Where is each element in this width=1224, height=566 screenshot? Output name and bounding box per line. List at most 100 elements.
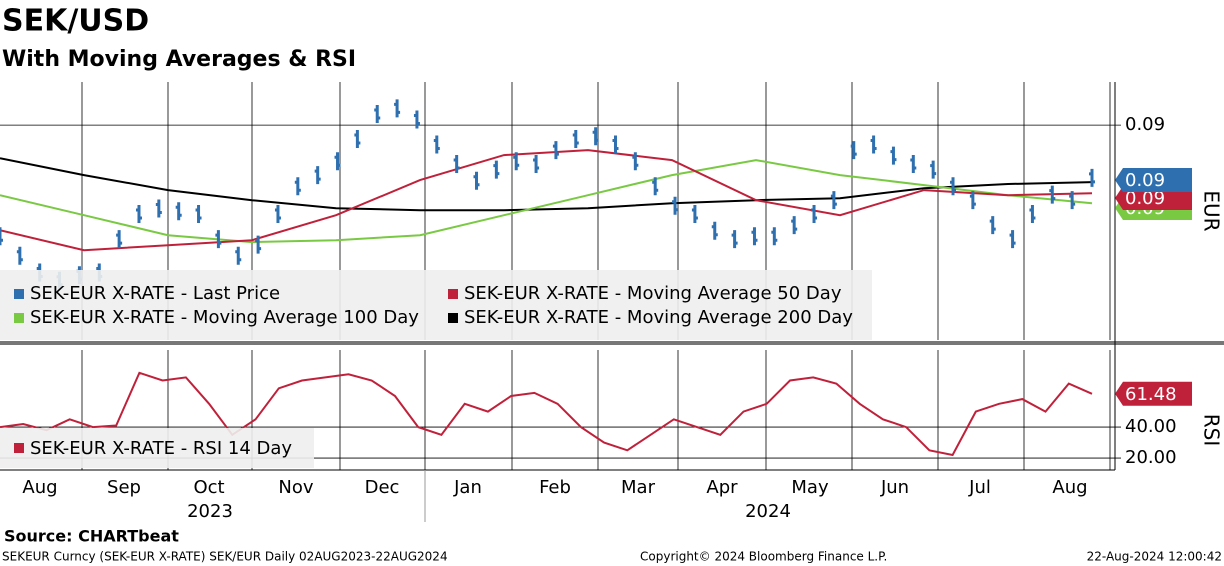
price-bar xyxy=(890,146,897,165)
price-bar xyxy=(334,152,341,171)
price-bar xyxy=(533,155,540,174)
legend-label: SEK-EUR X-RATE - Last Price xyxy=(30,283,280,304)
price-bar xyxy=(592,127,599,146)
price-bar xyxy=(215,230,222,249)
footer-left: SEKEUR Curncy (SEK-EUR X-RATE) SEK/EUR D… xyxy=(2,550,448,564)
price-bar xyxy=(1069,191,1076,210)
axis-label: EUR xyxy=(1200,190,1224,231)
price-bar xyxy=(274,205,281,224)
legend-label: SEK-EUR X-RATE - Moving Average 100 Day xyxy=(30,307,419,328)
price-bar xyxy=(155,199,162,218)
price-bar xyxy=(830,191,837,210)
x-tick-label: May xyxy=(791,477,829,498)
value-box xyxy=(1115,381,1192,406)
ma-line xyxy=(0,159,1093,244)
price-bar xyxy=(354,129,361,148)
legend-swatch xyxy=(14,443,24,453)
price-bar xyxy=(413,110,420,129)
year-label: 2023 xyxy=(187,501,233,522)
legend-box xyxy=(0,270,872,340)
price-bar xyxy=(652,177,659,196)
price-bar xyxy=(195,205,202,224)
legend-label: SEK-EUR X-RATE - Moving Average 200 Day xyxy=(464,307,853,328)
price-bar xyxy=(989,216,996,235)
price-bar xyxy=(672,196,679,215)
price-bar xyxy=(811,205,818,224)
x-tick-label: Mar xyxy=(621,477,656,498)
x-tick-label: Aug xyxy=(22,477,57,498)
price-bar xyxy=(751,227,758,246)
price-bar xyxy=(1089,168,1095,187)
price-bar xyxy=(374,104,381,123)
price-bar xyxy=(771,227,778,246)
source: Source: CHARTbeat xyxy=(4,527,179,546)
x-tick-label: Jun xyxy=(880,477,909,498)
price-bar xyxy=(711,221,718,240)
x-tick-label: Jul xyxy=(968,477,991,498)
legend-swatch xyxy=(14,289,24,299)
legend-swatch xyxy=(448,289,458,299)
legend-label: SEK-EUR X-RATE - Moving Average 50 Day xyxy=(464,283,842,304)
price-bar xyxy=(473,171,480,190)
price-bar xyxy=(850,141,857,160)
rsi-line xyxy=(0,371,1093,457)
value-box-label: 0.09 xyxy=(1125,170,1165,191)
footer-center: Copyright© 2024 Bloomberg Finance L.P. xyxy=(640,550,887,564)
ma-line xyxy=(0,157,1093,212)
value-box xyxy=(1115,168,1192,192)
x-tick-label: Jan xyxy=(453,477,482,498)
x-tick-label: Sep xyxy=(107,477,141,498)
x-tick-label: Apr xyxy=(706,477,738,498)
x-tick-label: Oct xyxy=(193,477,224,498)
price-bar xyxy=(16,246,23,265)
price-bar xyxy=(691,205,698,224)
price-bar xyxy=(135,205,142,224)
price-bar xyxy=(731,230,738,249)
price-bar xyxy=(116,230,123,249)
price-bar xyxy=(255,235,262,254)
legend-swatch xyxy=(448,313,458,323)
title: SEK/USD xyxy=(2,4,149,39)
x-tick-label: Feb xyxy=(539,477,571,498)
x-tick-label: Aug xyxy=(1052,477,1087,498)
price-bar xyxy=(572,129,579,148)
price-bar xyxy=(433,135,440,154)
y-tick-label: 40.00 xyxy=(1125,416,1177,437)
price-bar xyxy=(294,177,301,196)
price-bar xyxy=(791,216,798,235)
price-bar xyxy=(612,135,619,154)
price-bar xyxy=(910,155,917,174)
price-bar xyxy=(0,227,3,246)
value-box-label: 61.48 xyxy=(1125,384,1177,405)
price-bar xyxy=(1029,205,1036,224)
price-bar xyxy=(513,152,520,171)
subtitle: With Moving Averages & RSI xyxy=(2,47,356,72)
price-bar xyxy=(314,166,321,185)
year-label: 2024 xyxy=(745,501,791,522)
price-bar xyxy=(969,191,976,210)
price-bar xyxy=(235,246,242,265)
axis-label: RSI xyxy=(1200,414,1224,447)
price-bar xyxy=(950,177,957,196)
price-bar xyxy=(632,152,639,171)
price-bar xyxy=(175,202,182,221)
x-tick-label: Nov xyxy=(278,477,313,498)
legend-label: SEK-EUR X-RATE - RSI 14 Day xyxy=(30,438,292,459)
y-tick-label: 0.09 xyxy=(1125,114,1165,135)
price-bar xyxy=(930,160,937,179)
x-tick-label: Dec xyxy=(365,477,400,498)
legend-swatch xyxy=(14,313,24,323)
legend-box xyxy=(0,428,314,468)
price-bar xyxy=(870,135,877,154)
footer-right: 22-Aug-2024 12:00:42 xyxy=(1087,550,1222,564)
price-bar xyxy=(453,155,460,174)
price-bar xyxy=(1049,185,1056,204)
price-bar xyxy=(1009,230,1016,249)
price-bar xyxy=(493,160,500,179)
price-bar xyxy=(394,99,401,118)
price-bar xyxy=(552,141,559,160)
value-box-label: 0.09 xyxy=(1125,188,1165,209)
y-tick-label: 20.00 xyxy=(1125,447,1177,468)
ma-line xyxy=(0,149,1093,252)
